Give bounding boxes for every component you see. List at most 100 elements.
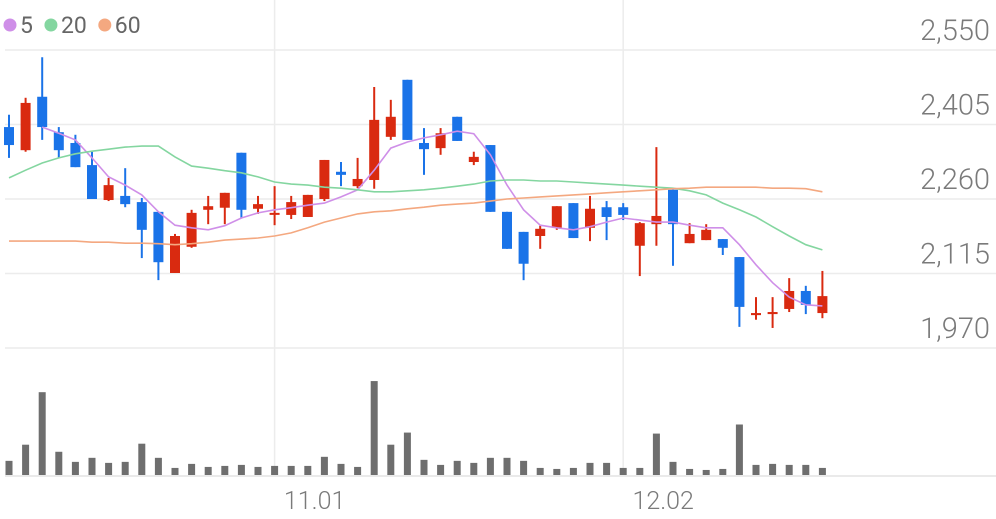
y-tick-label: 1,970	[920, 312, 990, 346]
candle-body	[585, 208, 595, 228]
candle-body	[502, 211, 512, 249]
candle-body	[452, 116, 463, 141]
volume-bar	[204, 466, 212, 475]
candle-body	[402, 79, 413, 140]
volume-bar	[121, 461, 129, 475]
volume-bar	[752, 464, 760, 475]
candle-body	[53, 132, 64, 151]
candle-body	[136, 202, 147, 230]
candle-body	[336, 171, 346, 175]
candle-body	[203, 206, 214, 210]
volume-bar	[486, 457, 494, 475]
volume-bar	[221, 465, 229, 475]
legend-dot	[3, 18, 17, 32]
ma-line	[8, 145, 823, 251]
candle-body	[369, 119, 380, 180]
volume-bar	[586, 462, 594, 475]
volume-bar	[403, 432, 411, 475]
candle-body	[435, 133, 446, 149]
volume-bar	[470, 462, 478, 475]
candle-body	[269, 212, 280, 215]
volume-bar	[818, 467, 826, 475]
ma-line	[41, 126, 823, 307]
candle-body	[70, 142, 81, 168]
legend-label: 20	[61, 12, 87, 39]
candle-body	[601, 207, 612, 217]
volume-bar	[271, 465, 279, 475]
candle-body	[20, 102, 31, 151]
volume-bar	[171, 467, 179, 475]
candle-body	[751, 313, 761, 316]
candle-body	[634, 223, 645, 246]
volume-bar	[38, 392, 46, 475]
candle-body	[568, 203, 579, 239]
legend-label: 60	[115, 12, 141, 39]
candle-body	[385, 116, 396, 137]
legend-label: 5	[20, 12, 33, 39]
x-tick-label: 12.02	[632, 487, 693, 516]
candle-body	[236, 152, 247, 210]
volume-bar	[320, 456, 328, 475]
candle-body	[535, 228, 546, 236]
volume-bar	[337, 463, 345, 475]
volume-bar	[71, 461, 79, 475]
volume-bar	[603, 462, 611, 475]
y-tick-label: 2,115	[920, 238, 990, 272]
candle-body	[319, 159, 330, 199]
candle-body	[668, 189, 678, 225]
volume-bar	[669, 461, 677, 475]
volume-bar	[138, 443, 146, 475]
x-tick-label: 11.01	[284, 487, 345, 516]
volume-bar	[553, 468, 561, 475]
volume-bar	[254, 466, 262, 475]
candle-body	[419, 142, 429, 150]
candle-body	[784, 290, 795, 309]
candle-body	[551, 206, 562, 228]
volume-bar	[702, 469, 710, 475]
volume-bar	[387, 444, 395, 475]
volume-bar	[503, 457, 511, 475]
candle-body	[767, 312, 778, 315]
volume-bar	[354, 466, 362, 475]
volume-bar	[569, 467, 577, 475]
candle-body	[120, 195, 131, 205]
volume-bar	[88, 457, 96, 475]
volume-bar	[652, 433, 660, 475]
candle-body	[717, 239, 728, 248]
candle-body	[468, 156, 479, 163]
volume-bar	[22, 444, 30, 475]
volume-bar	[802, 464, 810, 475]
candle-body	[103, 185, 114, 201]
volume-bar	[437, 464, 445, 475]
y-tick-label: 2,550	[920, 14, 990, 48]
volume-bar	[105, 462, 113, 475]
volume-bar	[55, 451, 63, 475]
candle-body	[817, 296, 828, 314]
volume-bar	[237, 464, 245, 475]
volume-bar	[520, 460, 528, 475]
volume-bar	[735, 424, 743, 475]
candle-body	[618, 207, 629, 215]
volume-bar	[536, 467, 544, 475]
volume-bar	[769, 463, 777, 475]
candle-body	[651, 215, 662, 225]
candle-body	[734, 257, 745, 307]
candle-body	[186, 212, 197, 247]
y-tick-label: 2,260	[920, 163, 990, 197]
candle-body	[219, 192, 230, 208]
volume-bar	[636, 467, 644, 475]
candle-body	[87, 165, 97, 199]
volume-bar	[370, 381, 378, 475]
candle-body	[253, 204, 263, 209]
candle-body	[518, 231, 529, 264]
volume-bar	[154, 457, 162, 475]
candle-body	[153, 211, 164, 263]
candle-body	[485, 145, 496, 212]
candle-body	[684, 233, 695, 244]
volume-bar	[5, 460, 13, 475]
y-tick-label: 2,405	[920, 89, 990, 123]
candle-body	[170, 235, 180, 273]
candle-body	[4, 127, 14, 146]
volume-bar	[453, 460, 461, 475]
